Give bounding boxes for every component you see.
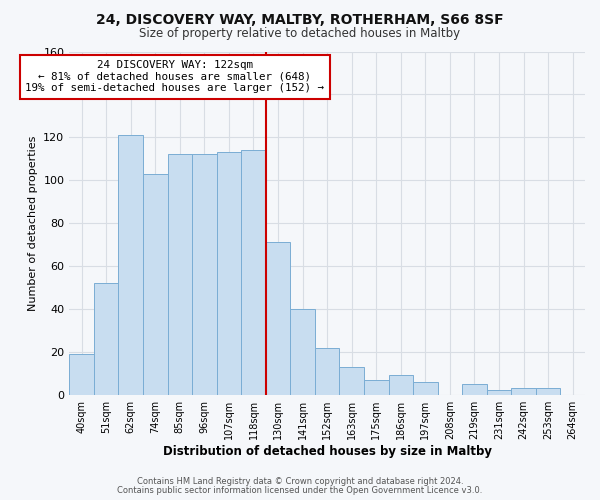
Bar [389,376,413,394]
Bar [511,388,536,394]
Bar [192,154,217,394]
Bar [413,382,437,394]
Bar [118,135,143,394]
Bar [143,174,167,394]
Text: Size of property relative to detached houses in Maltby: Size of property relative to detached ho… [139,28,461,40]
Bar [167,154,192,394]
Bar [536,388,560,394]
X-axis label: Distribution of detached houses by size in Maltby: Distribution of detached houses by size … [163,444,491,458]
Bar [241,150,266,394]
Bar [487,390,511,394]
Bar [290,309,315,394]
Bar [340,367,364,394]
Text: 24 DISCOVERY WAY: 122sqm
← 81% of detached houses are smaller (648)
19% of semi-: 24 DISCOVERY WAY: 122sqm ← 81% of detach… [25,60,325,94]
Y-axis label: Number of detached properties: Number of detached properties [28,136,38,311]
Bar [364,380,389,394]
Text: Contains HM Land Registry data © Crown copyright and database right 2024.: Contains HM Land Registry data © Crown c… [137,477,463,486]
Bar [462,384,487,394]
Text: Contains public sector information licensed under the Open Government Licence v3: Contains public sector information licen… [118,486,482,495]
Text: 24, DISCOVERY WAY, MALTBY, ROTHERHAM, S66 8SF: 24, DISCOVERY WAY, MALTBY, ROTHERHAM, S6… [96,12,504,26]
Bar [94,283,118,395]
Bar [69,354,94,395]
Bar [315,348,340,395]
Bar [266,242,290,394]
Bar [217,152,241,394]
